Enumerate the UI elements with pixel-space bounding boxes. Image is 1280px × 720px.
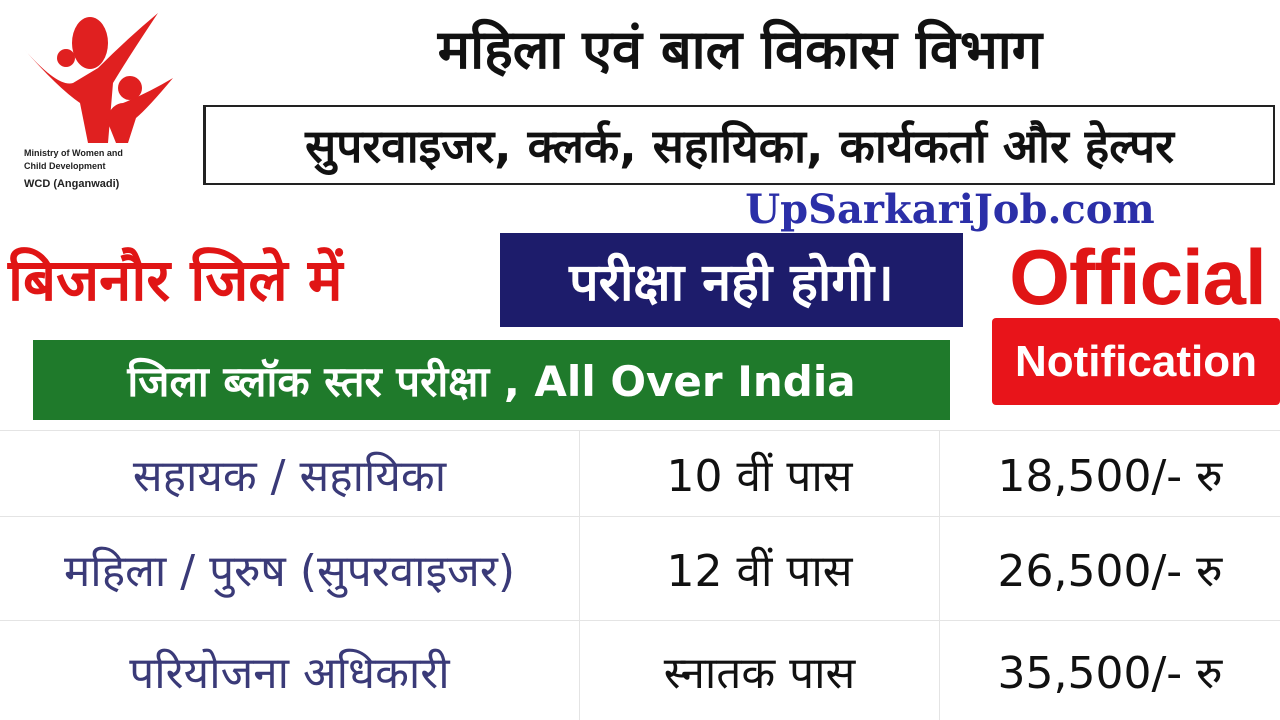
notification-text: Notification <box>1015 336 1257 386</box>
logo-line-1: Ministry of Women and <box>24 148 123 158</box>
ministry-logo: Ministry of Women and Child Development … <box>18 8 183 198</box>
website-link[interactable]: UpSarkariJob.com <box>745 186 1155 233</box>
qualification-cell: स्नातक पास <box>580 621 940 720</box>
post-cell: सहायक / सहायिका <box>0 431 580 516</box>
mother-child-emblem-icon <box>23 13 173 143</box>
logo-line-3: WCD (Anganwadi) <box>24 178 120 190</box>
posts-banner-text: सुपरवाइजर, क्लर्क, सहायिका, कार्यकर्ता औ… <box>305 119 1174 173</box>
exam-level-banner: जिला ब्लॉक स्तर परीक्षा , All Over India <box>33 340 950 420</box>
salary-cell: 35,500/- रु <box>997 647 1223 699</box>
table-row: महिला / पुरुष (सुपरवाइजर) 12 वीं पास 26,… <box>0 516 1280 620</box>
logo-line-2: Child Development <box>24 161 106 171</box>
posts-table: सहायक / सहायिका 10 वीं पास 18,500/- रु म… <box>0 430 1280 720</box>
post-cell: महिला / पुरुष (सुपरवाइजर) <box>0 517 580 620</box>
salary-cell: 26,500/- रु <box>997 545 1223 597</box>
qualification-cell: 10 वीं पास <box>580 431 940 516</box>
posts-banner: सुपरवाइजर, क्लर्क, सहायिका, कार्यकर्ता औ… <box>203 105 1275 185</box>
table-row: परियोजना अधिकारी स्नातक पास 35,500/- रु <box>0 620 1280 720</box>
exam-level-text: जिला ब्लॉक स्तर परीक्षा , All Over India <box>127 356 856 406</box>
salary-cell: 18,500/- रु <box>997 450 1223 502</box>
official-label: Official <box>1009 233 1266 321</box>
no-exam-text: परीक्षा नही होगी। <box>569 252 894 313</box>
notification-badge: Notification <box>992 318 1280 405</box>
page-title: महिला एवं बाल विकास विभाग <box>437 18 1043 81</box>
qualification-cell: 12 वीं पास <box>580 517 940 620</box>
post-cell: परियोजना अधिकारी <box>0 621 580 720</box>
no-exam-banner: परीक्षा नही होगी। <box>500 233 963 327</box>
district-heading: बिजनौर जिले में <box>8 246 343 314</box>
table-row: सहायक / सहायिका 10 वीं पास 18,500/- रु <box>0 430 1280 516</box>
